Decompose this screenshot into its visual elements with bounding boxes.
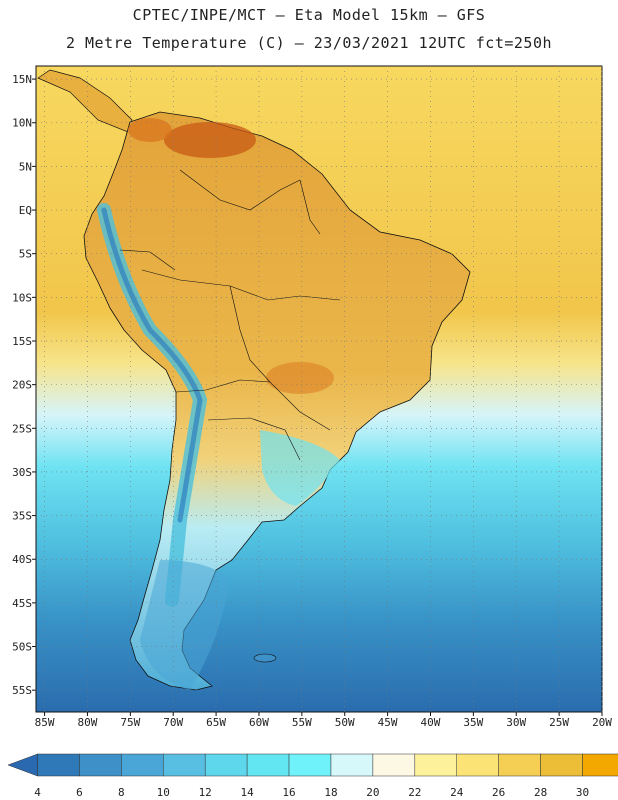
colorbar-tick-label: 12 [199,786,212,799]
colorbar-arrow-low [7,753,38,777]
lon-label: 25W [549,716,569,729]
country-borders [119,169,341,461]
lat-label: 35S [12,510,32,523]
colorbar-tick-label: 22 [408,786,421,799]
colorbar-tick-label: 10 [157,786,170,799]
lon-label: 40W [421,716,441,729]
colorbar-bin [414,753,457,777]
lat-label: 50S [12,641,32,654]
patagonia-cool-region [140,560,230,690]
colorbar-tick-label: 26 [492,786,505,799]
colorbar-bin [498,753,541,777]
lat-label: EQ [19,204,32,217]
latitude-labels: 15N 10N 5N EQ 5S 10S 15S 20S 25S 30S 35S 40S 45S 50S 5… [12,73,32,697]
colorbar-bin [372,753,416,777]
lon-label: 75W [120,716,140,729]
colorbar-bin [456,753,499,777]
falkland-islands [253,653,277,663]
colorbar-bin [204,753,248,777]
lat-label: 45S [12,597,32,610]
pantanal-warm-patch [266,362,334,394]
colorbar-tick-label: 4 [34,786,41,799]
lon-label: 30W [506,716,526,729]
lat-label: 15S [12,335,32,348]
venezuela-hot-spot [164,122,256,158]
lon-label: 20W [592,716,612,729]
map-frame [35,65,603,713]
chart-title: CPTEC/INPE/MCT – Eta Model 15km – GFS [132,6,486,24]
lon-label: 60W [249,716,269,729]
lon-label: 55W [292,716,312,729]
colorbar-bin [582,753,618,777]
colorbar-tick-label: 20 [366,786,379,799]
central-america [37,69,133,133]
lon-label: 70W [163,716,183,729]
lon-label: 85W [35,716,55,729]
colorbar-tick-label: 24 [450,786,464,799]
lat-label: 15N [12,73,32,86]
colorbar-bin [246,753,290,777]
colorbar-bin [540,753,583,777]
colorbar-bin [330,753,374,777]
colorbar-tick-label: 14 [240,786,254,799]
colorbar-bin [163,753,206,777]
colorbar-tick-label: 28 [534,786,547,799]
lat-label: 30S [12,466,32,479]
colorbar-bin [37,753,80,777]
lat-label: 40S [12,553,32,566]
colorbar-bin [121,753,164,777]
colorbar-tick-label: 6 [76,786,83,799]
lon-label: 45W [378,716,398,729]
chart-subtitle: 2 Metre Temperature (C) – 23/03/2021 12U… [65,34,553,52]
lat-label: 5S [19,248,32,261]
colorbar-tick-label: 30 [576,786,589,799]
lon-label: 50W [335,716,355,729]
colorbar-tick-label: 16 [282,786,295,799]
lat-label: 10N [12,117,32,130]
lat-label: 10S [12,291,32,304]
south-brazil-cool-patch [260,430,340,506]
lat-label: 25S [12,422,32,435]
lon-label: 65W [206,716,226,729]
longitude-labels: 85W 80W 75W 70W 65W 60W 55W 50W 45W 40W 35W 30W 25W 2… [35,716,613,729]
graticule [32,66,603,716]
lon-label: 80W [78,716,98,729]
lon-label: 35W [463,716,483,729]
colorbar-bin [79,753,122,777]
lat-label: 55S [12,684,32,697]
colorbar-tick-label: 8 [118,786,125,799]
lat-label: 5N [19,160,32,173]
colorbar-bin [288,753,332,777]
colorbar-tick-label: 18 [324,786,337,799]
lat-label: 20S [12,379,32,392]
colombia-hot-spot [128,118,172,142]
